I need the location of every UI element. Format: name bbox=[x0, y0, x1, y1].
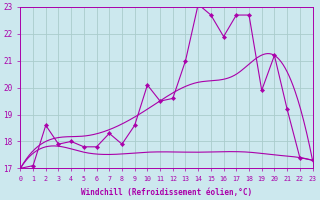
X-axis label: Windchill (Refroidissement éolien,°C): Windchill (Refroidissement éolien,°C) bbox=[81, 188, 252, 197]
